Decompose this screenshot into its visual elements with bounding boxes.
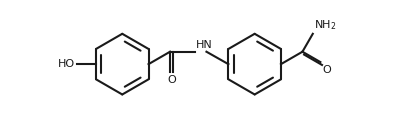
Text: O: O	[322, 65, 331, 75]
Text: HO: HO	[58, 59, 75, 69]
Text: HN: HN	[196, 39, 213, 50]
Text: O: O	[167, 75, 176, 85]
Text: NH$_2$: NH$_2$	[314, 19, 337, 32]
